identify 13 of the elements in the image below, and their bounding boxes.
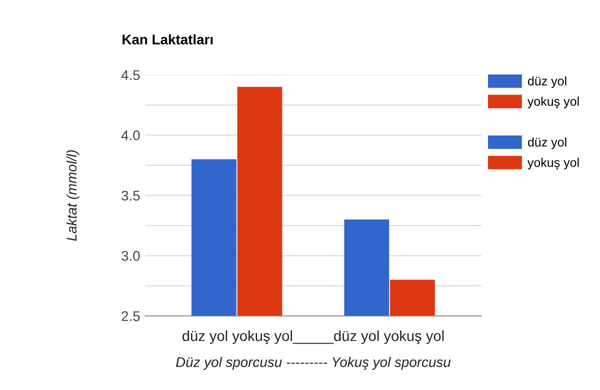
legend-label: yokuş yol [527,158,579,170]
y-tick-label: 3.5 [122,190,140,201]
chart-title: Kan Laktatları [122,34,213,44]
y-axis-title: Laktat (mmol/l) [66,150,80,241]
y-tick-label: 4.0 [121,130,140,140]
x-axis-title: Düz yol sporcusu --------- Yokuş yol sporcusu [176,356,451,370]
y-tick-label: 4.5 [121,70,140,80]
legend-label: düz yol [528,76,566,88]
y-tick-label: 2.5 [122,311,140,322]
y-tick-label: 3.0 [122,250,140,261]
text: düz yol yokuş yol_____düz yol yokuş yol [182,330,444,344]
legend-label: düz yol [528,137,566,150]
legend-label: yokuş yol [527,96,579,108]
